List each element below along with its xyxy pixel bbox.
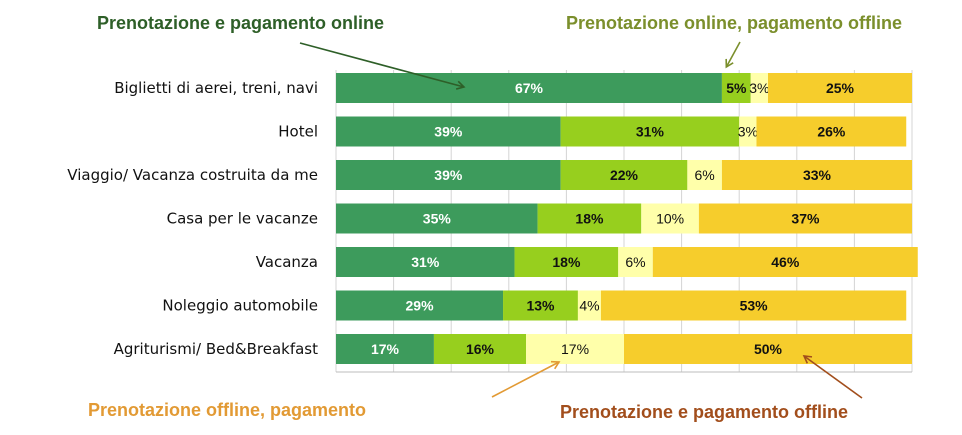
bar-segment xyxy=(560,160,688,190)
bar-segment xyxy=(514,247,619,277)
bar-segment xyxy=(577,290,601,321)
category-label: Casa per le vacanze xyxy=(167,210,318,228)
data-label: 35% xyxy=(423,211,452,227)
annotation-label: Prenotazione e pagamento offline xyxy=(560,402,848,422)
bar-segment xyxy=(537,203,642,234)
annotation-arrow xyxy=(802,355,863,399)
bar-segment xyxy=(698,203,912,234)
bar-segment xyxy=(641,203,699,234)
data-label: 67% xyxy=(515,80,544,96)
data-label: 25% xyxy=(826,80,855,96)
data-label: 29% xyxy=(406,298,435,314)
bar-segment xyxy=(526,334,624,364)
data-label: 39% xyxy=(434,167,463,183)
category-label: Vacanza xyxy=(256,253,318,271)
bar-segment xyxy=(336,116,561,147)
data-label: 10% xyxy=(656,211,684,227)
data-label: 50% xyxy=(754,341,783,357)
category-label: Viaggio/ Vacanza costruita da me xyxy=(67,166,318,184)
category-label: Noleggio automobile xyxy=(162,297,318,315)
data-label: 5% xyxy=(726,80,747,96)
bar-segment xyxy=(652,247,918,277)
data-label: 26% xyxy=(817,124,846,140)
data-label: 13% xyxy=(526,298,555,314)
data-label: 39% xyxy=(434,124,463,140)
data-label: 18% xyxy=(575,211,604,227)
bar-segment xyxy=(560,116,740,147)
bar-segment xyxy=(336,203,538,234)
annotation-label: Prenotazione online, pagamento offline xyxy=(566,13,902,33)
data-label: 46% xyxy=(771,254,800,270)
bars: 67% 5% 3% 25%39% 31% 3% 26%39% 22% 6% 33%35% 18% 10… xyxy=(336,73,918,364)
bar-segment xyxy=(739,116,757,147)
bar-segment xyxy=(750,73,768,103)
category-label: Hotel xyxy=(278,123,318,141)
category-labels: Biglietti di aerei, treni, navi Hotel Viag… xyxy=(67,79,318,358)
annotation-label: Prenotazione e pagamento online xyxy=(97,13,384,33)
data-label: 31% xyxy=(636,124,665,140)
data-label: 6% xyxy=(625,254,645,270)
data-label: 33% xyxy=(803,167,832,183)
bar-segment xyxy=(336,247,515,277)
category-label: Biglietti di aerei, treni, navi xyxy=(114,79,318,97)
bar-segment xyxy=(600,290,907,321)
data-label: 3% xyxy=(749,80,769,96)
bar-segment xyxy=(336,290,504,321)
data-label: 37% xyxy=(791,211,820,227)
annotation-arrow xyxy=(299,42,466,90)
bar-segment xyxy=(503,290,578,321)
annotation-arrow xyxy=(491,360,561,398)
data-label: 18% xyxy=(552,254,581,270)
data-label: 16% xyxy=(466,341,495,357)
bar-segment xyxy=(756,116,907,147)
annotations: Prenotazione e pagamento online Prenotazi… xyxy=(88,13,902,422)
data-label: 4% xyxy=(579,298,599,314)
bar-segment xyxy=(336,160,561,190)
bar-segment xyxy=(624,334,912,364)
category-label: Agriturismi/ Bed&Breakfast xyxy=(114,340,319,358)
data-label: 17% xyxy=(371,341,400,357)
bar-segment xyxy=(336,334,434,364)
bar-segment xyxy=(768,73,912,103)
annotation-arrow xyxy=(725,41,741,69)
data-label: 6% xyxy=(695,167,715,183)
bar-segment xyxy=(336,73,722,103)
bar-segment xyxy=(618,247,653,277)
data-label: 53% xyxy=(740,298,769,314)
bar-segment xyxy=(433,334,527,364)
data-label: 31% xyxy=(411,254,440,270)
data-label: 17% xyxy=(561,341,589,357)
bar-segment xyxy=(721,73,751,103)
annotation-label: Prenotazione offline, pagamento xyxy=(88,400,366,420)
bar-segment xyxy=(721,160,912,190)
data-label: 22% xyxy=(610,167,639,183)
data-label: 3% xyxy=(738,124,758,140)
bar-segment xyxy=(687,160,722,190)
